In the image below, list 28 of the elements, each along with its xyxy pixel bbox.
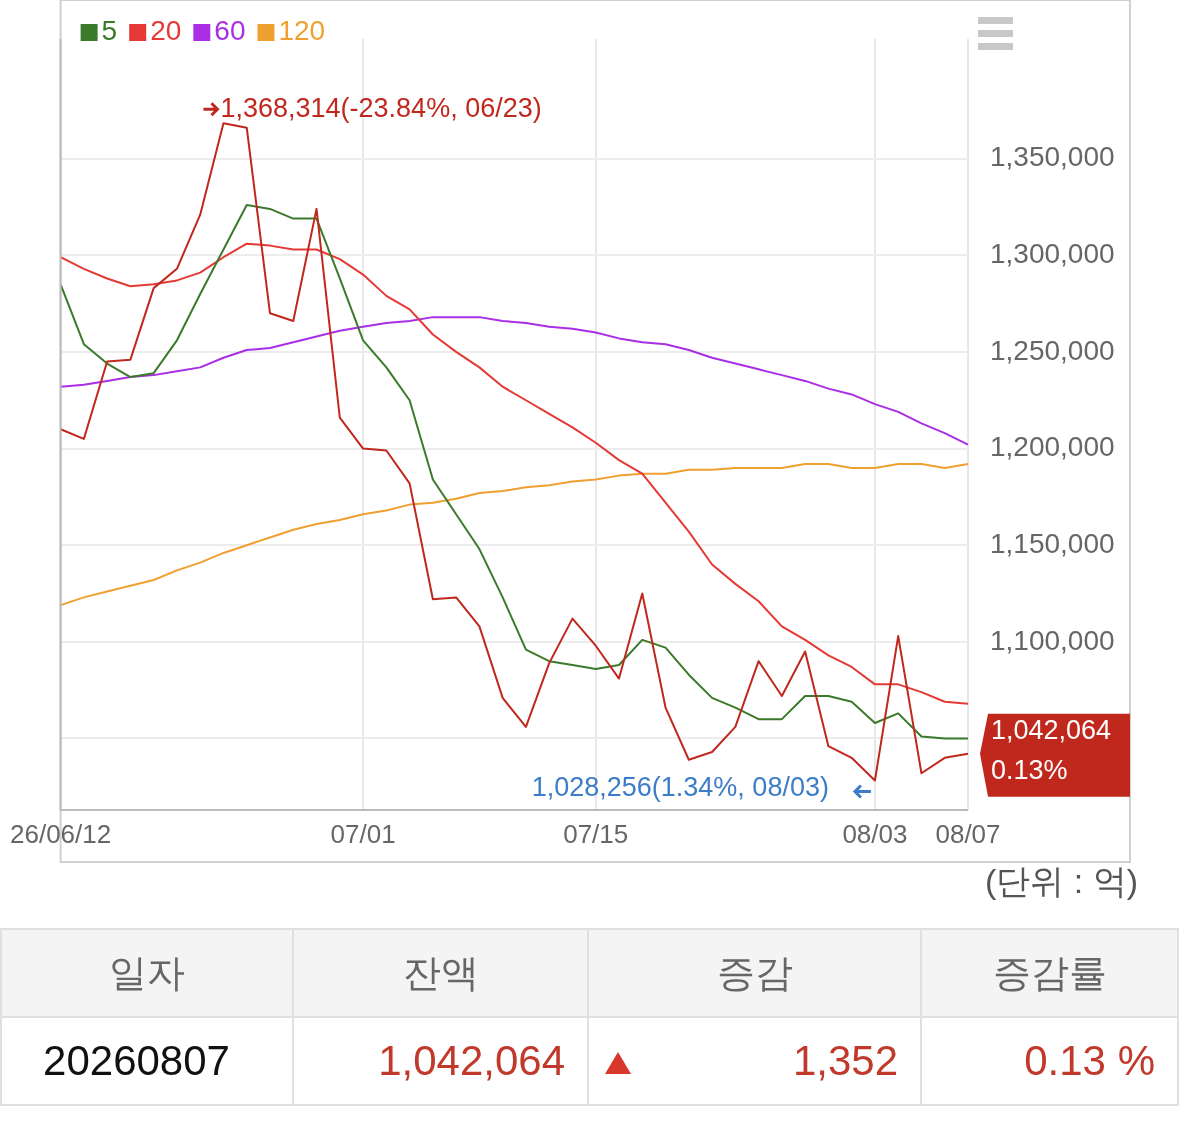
text: 0.13 % [921, 1017, 1178, 1105]
legend-label: 5 [101, 14, 118, 46]
y-tick-label: 1,250,000 [990, 334, 1115, 366]
text: 0.13% [991, 755, 1068, 786]
x-tick-label: 08/07 [935, 818, 1001, 849]
y-tick-label: 1,200,000 [990, 431, 1115, 463]
y-tick-label: 1,100,000 [990, 624, 1115, 656]
text: 증감 [588, 929, 921, 1017]
x-tick-label: 07/01 [330, 818, 396, 849]
text: (단위 : 억) [985, 862, 1138, 901]
legend-label: 120 [278, 14, 326, 46]
legend-label: 20 [150, 14, 182, 46]
x-tick-label: 07/15 [563, 818, 629, 849]
text: 20260807 [1, 1017, 293, 1105]
text: 1,352 [792, 1037, 898, 1084]
text: 1,042,064 [991, 715, 1112, 746]
text: 일자 [1, 929, 293, 1017]
text: 잔액 [293, 929, 588, 1017]
y-tick-label: 1,300,000 [990, 238, 1115, 269]
x-tick-label: 08/03 [842, 818, 908, 849]
text: 증감률 [921, 929, 1178, 1017]
legend-label: 60 [214, 14, 246, 46]
y-tick-label: 1,150,000 [990, 527, 1115, 559]
annotation: 1,368,314(-23.84%, 06/23) [220, 92, 542, 123]
y-tick-label: 1,350,000 [990, 141, 1115, 173]
annotation: 1,028,256(1.34%, 08/03) [531, 771, 829, 802]
text: 1,042,064 [293, 1017, 588, 1105]
x-tick-label: 26/06/12 [9, 818, 112, 849]
